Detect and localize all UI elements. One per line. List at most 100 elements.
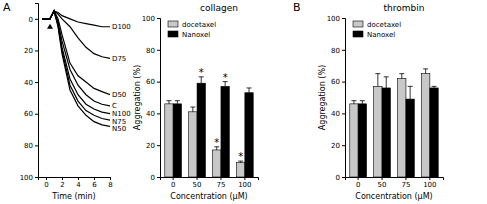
error-bar xyxy=(360,101,365,104)
x-axis: 02468 xyxy=(39,177,113,189)
error-bar xyxy=(166,101,171,104)
tick: 75 xyxy=(401,177,410,189)
arrowhead xyxy=(47,24,53,29)
series-label: D50 xyxy=(112,91,126,99)
tick: 60 xyxy=(24,110,38,118)
tick: 20 xyxy=(24,47,38,55)
x-axis: 0 50 75 100 xyxy=(346,177,444,189)
error-bar xyxy=(399,74,404,79)
tick-label: 60 xyxy=(331,78,340,86)
tick: 80 xyxy=(146,47,160,55)
tick-mark xyxy=(94,177,95,180)
panel-label: B xyxy=(293,1,301,14)
tick-label: 80 xyxy=(331,47,340,55)
tick-mark xyxy=(157,177,160,178)
axis-line xyxy=(161,178,259,181)
tick-mark xyxy=(342,50,345,51)
bar xyxy=(213,150,221,177)
tick-mark xyxy=(429,177,430,180)
tick-label: 100 xyxy=(327,15,340,23)
tick-mark xyxy=(342,177,345,178)
x-axis-title: Concentration (μM) xyxy=(170,192,247,201)
tick: 60 xyxy=(146,78,160,86)
legend-swatch xyxy=(168,31,178,37)
tick: 6 xyxy=(92,177,97,189)
tick: 0 xyxy=(336,174,345,182)
axis-line xyxy=(35,4,39,178)
legend-label: Nanoxel xyxy=(367,31,395,39)
tick-label: 4 xyxy=(76,181,81,189)
tick-label: 40 xyxy=(331,110,340,118)
tick: 40 xyxy=(24,79,38,87)
tick-label: 60 xyxy=(24,110,33,118)
tick-mark xyxy=(405,177,406,180)
tick-mark xyxy=(157,145,160,146)
significance: * xyxy=(238,151,243,162)
tick-label: 100 xyxy=(142,15,155,23)
tick-mark xyxy=(78,177,79,180)
bar xyxy=(430,88,438,177)
tick-mark xyxy=(157,18,160,19)
y-axis: 020406080100 xyxy=(142,15,161,182)
tick-mark xyxy=(157,113,160,114)
error-bar xyxy=(432,86,437,88)
tick-mark xyxy=(342,113,345,114)
tick-label: 0 xyxy=(356,181,360,189)
tick: 40 xyxy=(331,110,345,118)
tick-mark xyxy=(35,145,38,146)
tick-label: 80 xyxy=(146,47,155,55)
panel: B02040608010005075100thrombinAggregation… xyxy=(293,1,444,201)
tick-mark xyxy=(46,177,47,180)
tick: 100 xyxy=(423,177,436,189)
tick-label: 60 xyxy=(146,78,155,86)
tick: 0 xyxy=(171,177,175,189)
tick: 80 xyxy=(24,142,38,150)
x-axis-title: Concentration (μM) xyxy=(355,192,432,201)
legend-swatch xyxy=(353,21,363,27)
plot-area xyxy=(42,11,110,126)
legend: docetaxelNanoxel xyxy=(353,21,401,39)
error-bar xyxy=(190,107,195,112)
tick: 0 xyxy=(44,177,48,189)
tick: 100 xyxy=(327,15,345,23)
bar xyxy=(350,104,358,177)
tick-label: 75 xyxy=(216,181,225,189)
tick-mark xyxy=(342,145,345,146)
trace xyxy=(42,11,110,126)
series-label: N50 xyxy=(112,125,126,133)
bar xyxy=(358,104,366,177)
tick: 50 xyxy=(193,177,202,189)
tick-mark xyxy=(244,177,245,180)
tick-label: 40 xyxy=(146,110,155,118)
error-bar xyxy=(247,88,252,93)
legend-swatch xyxy=(353,31,363,37)
y-axis-title: Aggregation (%) xyxy=(133,65,142,130)
panel: AD100D75D50CN100N75N5002040608010002468T… xyxy=(3,1,131,201)
series-label: D100 xyxy=(112,23,131,31)
tick-mark xyxy=(35,82,38,83)
panel: ****02040608010005075100collagenAggregat… xyxy=(133,3,259,201)
trace xyxy=(42,11,110,58)
tick: 100 xyxy=(20,174,38,182)
error-bar xyxy=(175,101,180,104)
bar xyxy=(374,86,382,177)
tick: 100 xyxy=(238,177,251,189)
tick-label: 100 xyxy=(20,174,33,182)
legend-label: docetaxel xyxy=(182,21,216,29)
panel-label: A xyxy=(3,1,11,14)
tick: 0 xyxy=(151,174,160,182)
axis-line xyxy=(39,178,111,181)
tick-mark xyxy=(342,18,345,19)
tick-mark xyxy=(197,177,198,180)
tick-label: 100 xyxy=(423,181,436,189)
bar xyxy=(382,88,390,177)
tick-label: 20 xyxy=(331,142,340,150)
bar xyxy=(245,93,253,177)
tick-mark xyxy=(35,114,38,115)
tick-label: 50 xyxy=(378,181,387,189)
tick-mark xyxy=(157,50,160,51)
tick-label: 100 xyxy=(238,181,251,189)
bar xyxy=(421,74,429,177)
tick-mark xyxy=(35,19,38,20)
tick: 4 xyxy=(76,177,81,189)
